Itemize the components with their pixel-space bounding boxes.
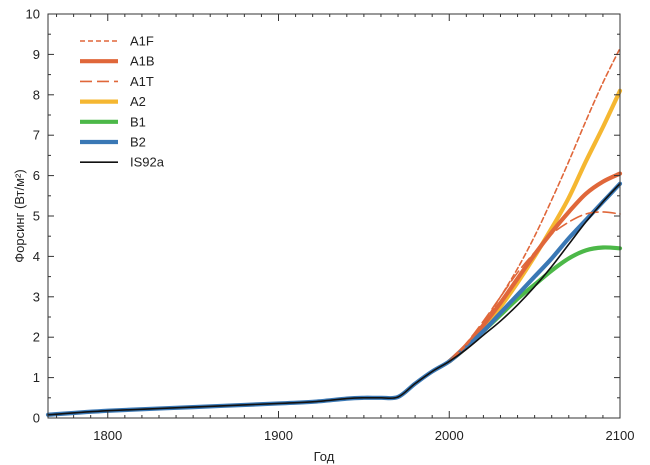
- series-line-is92a: [47, 182, 621, 416]
- x-tick-label: 1900: [264, 428, 293, 443]
- y-tick-label: 5: [33, 209, 40, 224]
- series-line-a1t: [448, 211, 621, 363]
- y-tick-label: 10: [26, 7, 40, 22]
- x-tick-label: 2100: [606, 428, 635, 443]
- legend-label-a1b: A1B: [130, 54, 155, 69]
- legend-label-b1: B1: [130, 114, 146, 129]
- legend-label-a1f: A1F: [130, 34, 154, 49]
- y-tick-label: 3: [33, 289, 40, 304]
- x-axis-title: Год: [314, 449, 335, 464]
- x-tick-label: 2000: [435, 428, 464, 443]
- legend-label-a1t: A1T: [130, 74, 154, 89]
- y-axis-title: Форсинг (Вт/м²): [12, 169, 27, 262]
- series-line-a2: [447, 88, 623, 364]
- y-tick-label: 4: [33, 249, 40, 264]
- y-tick-label: 7: [33, 128, 40, 143]
- legend-label-a2: A2: [130, 94, 146, 109]
- y-tick-label: 9: [33, 47, 40, 62]
- legend-label-b2: B2: [130, 135, 146, 150]
- y-tick-label: 6: [33, 168, 40, 183]
- legend-label-is92a: IS92a: [130, 155, 165, 170]
- y-tick-label: 8: [33, 87, 40, 102]
- y-tick-label: 0: [33, 411, 40, 426]
- y-tick-label: 1: [33, 370, 40, 385]
- x-tick-label: 1800: [93, 428, 122, 443]
- series-line-a1f: [448, 47, 621, 363]
- series-line-b1: [447, 245, 623, 364]
- series-line-b2: [45, 181, 623, 417]
- y-tick-label: 2: [33, 330, 40, 345]
